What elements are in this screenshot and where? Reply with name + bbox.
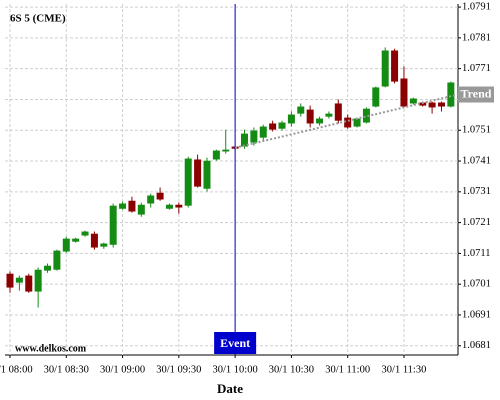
candle-body <box>44 265 52 271</box>
candle-body <box>6 273 14 288</box>
candle-body <box>137 204 145 215</box>
y-tick-label: 1.0791 <box>462 1 491 12</box>
candle-body <box>409 98 417 104</box>
y-axis: 1.0681 1.0691 1.0701 1.0711 1.0721 1.0731 1.07… <box>458 1 494 351</box>
candle-body <box>222 149 230 152</box>
x-tick-label: 30/1 11:30 <box>382 364 427 375</box>
marks: Event <box>6 4 459 355</box>
watermark: www.delkos.com <box>15 343 87 354</box>
candle-body <box>447 82 455 107</box>
candle-body <box>306 109 314 124</box>
candle-body <box>344 117 352 128</box>
candle-body <box>53 250 61 270</box>
candle-body <box>165 204 173 209</box>
candle-body <box>128 200 136 212</box>
candle-body <box>278 122 286 129</box>
x-tick-label: 30/1 10:30 <box>269 364 314 375</box>
candle-body <box>362 108 370 123</box>
y-tick-label: 1.0751 <box>462 125 491 136</box>
y-tick-label: 1.0721 <box>462 217 491 228</box>
candle-body <box>316 118 324 124</box>
y-tick-label: 1.0711 <box>462 248 491 259</box>
candle-body <box>81 231 89 236</box>
candle-body <box>72 238 80 242</box>
candle-body <box>400 78 408 107</box>
candle-body <box>241 133 248 147</box>
candle-body <box>34 269 42 292</box>
candle-body <box>212 150 220 160</box>
trend-label: Trend <box>461 86 492 100</box>
candle-body <box>175 204 183 208</box>
candle-body <box>147 195 155 204</box>
candle-body <box>109 205 117 245</box>
x-tick-label: 30/1 10:00 <box>213 364 258 375</box>
y-tick-label: 1.0731 <box>462 186 491 197</box>
candle-body <box>428 102 436 108</box>
candle-body <box>419 102 427 106</box>
candle-body <box>156 192 164 200</box>
candle-body <box>203 160 211 189</box>
candle-body <box>25 275 33 292</box>
y-tick-label: 1.0741 <box>462 155 491 166</box>
candle-body <box>353 118 361 127</box>
candle-body <box>184 158 192 206</box>
candle-body <box>437 102 445 107</box>
chart-title: 6S 5 (CME) <box>10 13 66 25</box>
x-tick-label: 30/1 09:30 <box>156 364 201 375</box>
x-axis: 30/1 08:00 30/1 08:30 30/1 09:00 30/1 09:30… <box>0 355 426 375</box>
y-tick-label: 1.0781 <box>462 32 491 43</box>
candle-body <box>334 103 342 121</box>
candle-body <box>287 114 295 124</box>
candle-body <box>325 113 333 117</box>
y-tick-label: 1.0691 <box>462 309 491 320</box>
x-tick-label: 30/1 09:00 <box>100 364 145 375</box>
x-tick-label: 30/1 11:00 <box>325 364 370 375</box>
candle-body <box>194 159 202 187</box>
candle-body <box>297 106 305 114</box>
x-tick-label: 30/1 08:00 <box>0 364 33 375</box>
candle-body <box>250 130 258 143</box>
trend-label-box <box>458 86 494 103</box>
candle-body <box>15 277 23 283</box>
candle-body <box>391 50 399 82</box>
candle-body <box>259 126 267 138</box>
event-label: Event <box>220 336 250 350</box>
candle-body <box>119 203 127 209</box>
y-tick-label: 1.0701 <box>462 279 491 290</box>
candle-body <box>62 238 70 252</box>
x-tick-label: 30/1 08:30 <box>44 364 89 375</box>
candle-body <box>381 50 389 87</box>
candle-body <box>269 123 277 130</box>
y-tick-label: 1.0681 <box>462 340 491 351</box>
x-axis-title: Date <box>217 381 243 396</box>
candle-body <box>90 233 98 248</box>
y-tick-label: 1.0771 <box>462 63 491 74</box>
grid <box>5 4 459 356</box>
candle-body <box>372 87 380 107</box>
event-label-box <box>214 332 257 354</box>
candle-body <box>100 243 108 247</box>
